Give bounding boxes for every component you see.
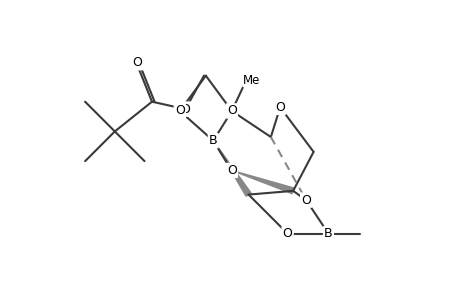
- Text: O: O: [226, 164, 236, 177]
- Text: O: O: [226, 104, 236, 118]
- Text: O: O: [301, 194, 310, 207]
- Polygon shape: [231, 170, 293, 194]
- Text: O: O: [174, 104, 185, 118]
- Text: B: B: [208, 134, 217, 147]
- Text: Me: Me: [242, 74, 260, 87]
- Text: O: O: [282, 227, 292, 240]
- Polygon shape: [213, 141, 251, 196]
- Text: O: O: [180, 103, 190, 116]
- Text: O: O: [274, 101, 285, 114]
- Text: O: O: [132, 56, 142, 69]
- Text: B: B: [324, 227, 332, 240]
